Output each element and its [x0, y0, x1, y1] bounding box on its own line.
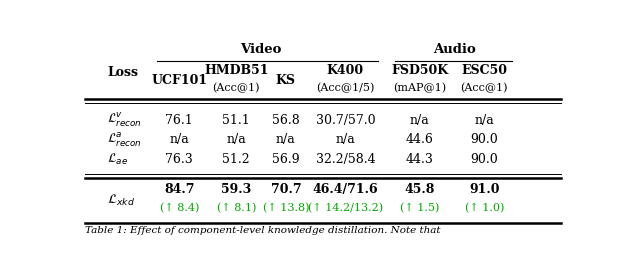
Text: (Acc@1): (Acc@1): [212, 83, 260, 93]
Text: $\mathcal{L}^v_{recon}$: $\mathcal{L}^v_{recon}$: [108, 112, 142, 129]
Text: 44.6: 44.6: [406, 134, 434, 147]
Text: $\mathcal{L}^a_{recon}$: $\mathcal{L}^a_{recon}$: [108, 131, 142, 149]
Text: $\mathcal{L}_{xkd}$: $\mathcal{L}_{xkd}$: [108, 193, 135, 208]
Text: 44.3: 44.3: [406, 153, 434, 166]
Text: (mAP@1): (mAP@1): [393, 83, 446, 93]
Text: 45.8: 45.8: [404, 183, 435, 196]
Text: 76.3: 76.3: [165, 153, 193, 166]
Text: 76.1: 76.1: [165, 114, 193, 127]
Text: n/a: n/a: [474, 114, 494, 127]
Text: HMDB51: HMDB51: [204, 64, 269, 77]
Text: 30.7/57.0: 30.7/57.0: [316, 114, 375, 127]
Text: 51.1: 51.1: [222, 114, 250, 127]
Text: Loss: Loss: [108, 66, 138, 79]
Text: Audio: Audio: [433, 43, 476, 56]
Text: (Acc@1/5): (Acc@1/5): [316, 83, 374, 93]
Text: (↑ 14.2/13.2): (↑ 14.2/13.2): [308, 203, 383, 214]
Text: n/a: n/a: [335, 134, 355, 147]
Text: 51.2: 51.2: [223, 153, 250, 166]
Text: 90.0: 90.0: [470, 153, 498, 166]
Text: 59.3: 59.3: [221, 183, 252, 196]
Text: (↑ 13.8): (↑ 13.8): [262, 203, 309, 214]
Text: UCF101: UCF101: [151, 74, 207, 87]
Text: n/a: n/a: [227, 134, 246, 147]
Text: (↑ 8.4): (↑ 8.4): [159, 203, 199, 214]
Text: 56.9: 56.9: [272, 153, 300, 166]
Text: (↑ 1.5): (↑ 1.5): [400, 203, 440, 214]
Text: ESC50: ESC50: [461, 64, 508, 77]
Text: n/a: n/a: [276, 134, 296, 147]
Text: 32.2/58.4: 32.2/58.4: [316, 153, 375, 166]
Text: Table 1: Effect of component-level knowledge distillation. Note that: Table 1: Effect of component-level knowl…: [85, 226, 440, 235]
Text: n/a: n/a: [170, 134, 189, 147]
Text: K400: K400: [327, 64, 364, 77]
Text: FSD50K: FSD50K: [391, 64, 449, 77]
Text: (Acc@1): (Acc@1): [461, 83, 508, 93]
Text: 46.4/71.6: 46.4/71.6: [312, 183, 378, 196]
Text: Video: Video: [241, 43, 282, 56]
Text: (↑ 1.0): (↑ 1.0): [465, 203, 504, 214]
Text: n/a: n/a: [410, 114, 429, 127]
Text: KS: KS: [276, 74, 296, 87]
Text: $\mathcal{L}_{ae}$: $\mathcal{L}_{ae}$: [108, 152, 129, 167]
Text: 84.7: 84.7: [164, 183, 195, 196]
Text: (↑ 8.1): (↑ 8.1): [216, 203, 256, 214]
Text: 90.0: 90.0: [470, 134, 498, 147]
Text: 91.0: 91.0: [469, 183, 499, 196]
Text: 70.7: 70.7: [271, 183, 301, 196]
Text: 56.8: 56.8: [272, 114, 300, 127]
